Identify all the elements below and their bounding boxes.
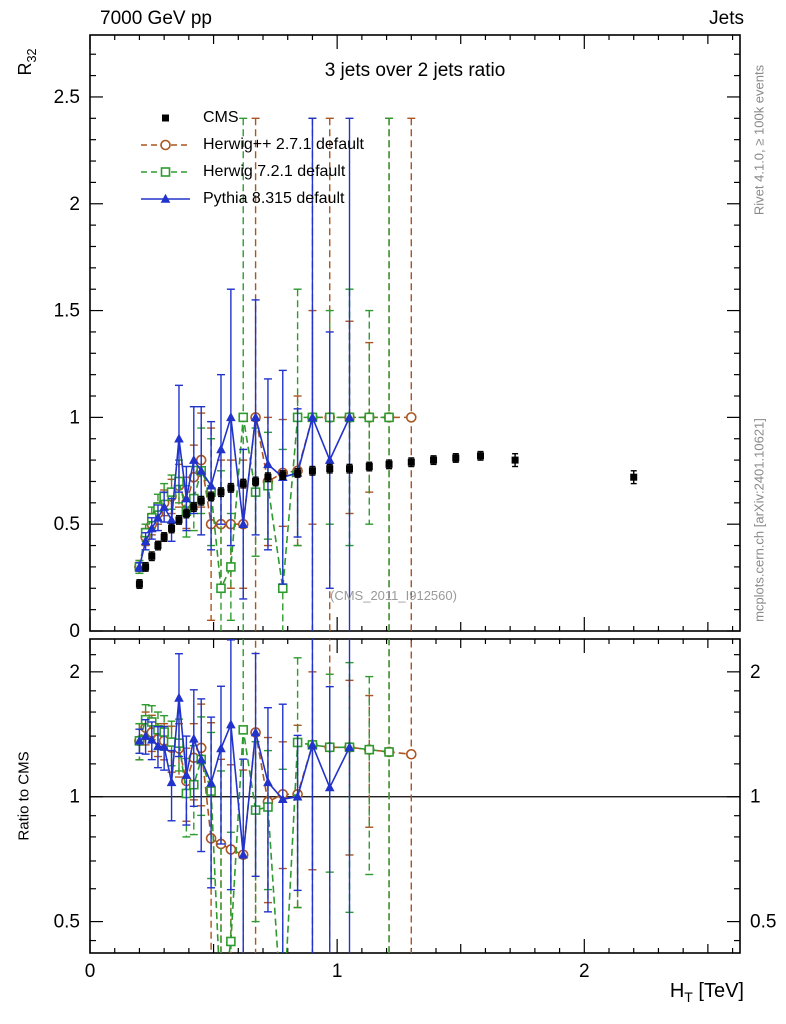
series-pythia (134, 117, 355, 631)
svg-text:2: 2 (69, 194, 80, 215)
pythia-marker-icon (138, 191, 193, 207)
svg-text:0.5: 0.5 (54, 514, 80, 535)
svg-text:2.5: 2.5 (54, 87, 80, 108)
svg-text:1: 1 (69, 787, 80, 808)
legend-item-cms: CMS (138, 104, 364, 131)
legend-item-herwig7: Herwig 7.2.1 default (138, 158, 364, 185)
ratio-panel-frame (89, 638, 741, 954)
plot-title: 3 jets over 2 jets ratio (324, 60, 506, 81)
legend-label: CMS (203, 108, 239, 126)
svg-text:2: 2 (579, 961, 590, 982)
legend: CMS Herwig++ 2.7.1 default Herwig 7.2.1 … (138, 104, 364, 212)
legend-label: Herwig++ 2.7.1 default (203, 135, 364, 153)
svg-text:2: 2 (69, 662, 80, 683)
analysis-group-label: Jets (709, 8, 744, 29)
svg-text:1: 1 (750, 787, 761, 808)
x-axis-label: HT [TeV] (669, 980, 744, 1005)
legend-item-herwigpp: Herwig++ 2.7.1 default (138, 131, 364, 158)
analysis-id-watermark: (CMS_2011_I912560) (330, 588, 457, 603)
legend-label: Pythia 8.315 default (203, 189, 345, 207)
svg-text:1.5: 1.5 (54, 301, 80, 322)
herwig7-marker-icon (138, 164, 193, 180)
svg-text:1: 1 (332, 961, 343, 982)
svg-text:0: 0 (85, 961, 96, 982)
ratio-series-herwigpp (134, 639, 417, 953)
svg-text:2: 2 (750, 662, 761, 683)
legend-item-pythia: Pythia 8.315 default (138, 185, 364, 212)
beam-energy-label: 7000 GeV pp (100, 8, 212, 29)
svg-text:1: 1 (69, 407, 80, 428)
legend-label: Herwig 7.2.1 default (203, 162, 346, 180)
rivet-version-label: Rivet 4.1.0, ≥ 100k events (751, 64, 767, 216)
svg-text:0: 0 (69, 621, 80, 642)
svg-text:0.5: 0.5 (54, 912, 80, 933)
main-panel-frame (89, 34, 741, 632)
y-axis-label: R32 (15, 48, 39, 76)
ratio-series-pythia (134, 639, 355, 953)
mcplots-arxiv-label: mcplots.cern.ch [arXiv:2401.10621] (751, 418, 767, 622)
svg-text:0.5: 0.5 (750, 912, 776, 933)
ratio-axis-label: Ratio to CMS (15, 751, 33, 841)
herwigpp-marker-icon (138, 137, 193, 153)
cms-marker-icon (138, 110, 193, 126)
series-cms (135, 450, 638, 589)
